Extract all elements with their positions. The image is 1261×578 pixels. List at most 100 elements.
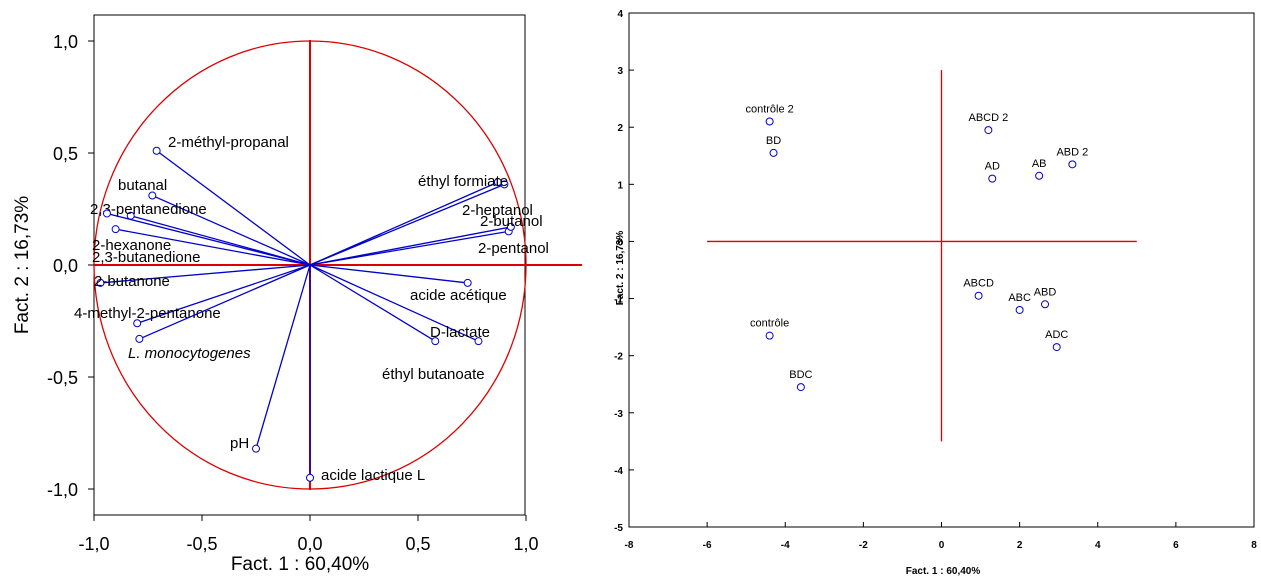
variable-label: D-lactate	[430, 324, 490, 341]
left-x-tick-label: -0,5	[186, 534, 217, 554]
left-x-tick-label: -1,0	[78, 534, 109, 554]
sample-label: ABD 2	[1056, 146, 1088, 158]
right-x-tick-label: -2	[859, 540, 868, 551]
sample-label: contrôle 2	[745, 104, 793, 116]
sample-label: BDC	[789, 369, 812, 381]
sample-label: ADC	[1045, 329, 1068, 341]
variable-label: 2-méthyl-propanal	[168, 134, 289, 151]
variable-point	[493, 178, 502, 187]
variable-point	[306, 473, 314, 482]
variable-label: 4-methyl-2-pentanone	[74, 305, 221, 322]
right-y-tick-label: -4	[614, 466, 623, 477]
right-x-tick-label: 8	[1251, 540, 1257, 551]
right-y-tick-label: 4	[617, 9, 623, 20]
right-y-tick-label: 3	[617, 66, 623, 77]
variable-vector	[309, 181, 499, 266]
variable-vector	[309, 226, 512, 266]
sample-label: contrôle	[750, 318, 789, 330]
right-y-tick-label: -1	[614, 295, 623, 306]
sample-label: ABC	[1008, 292, 1031, 304]
variable-point	[96, 278, 105, 287]
sample-label: ABCD 2	[969, 112, 1009, 124]
right-x-axis-title: Fact. 1 : 60,40%	[906, 566, 981, 577]
sample-point	[1068, 160, 1077, 169]
variable-vector	[106, 212, 311, 266]
left-y-tick-label: -1,0	[47, 480, 78, 500]
variable-label: 2-heptanol	[462, 202, 533, 219]
variable-label: pH	[230, 435, 249, 452]
scores-scatter-chart: Fact. 1 : 60,40% Fact. 2 : 16,73% -8 -6 -4…	[614, 9, 1257, 577]
right-x-tick-label: 2	[1017, 540, 1023, 551]
variable-vector	[152, 194, 311, 266]
sample-point	[796, 383, 805, 392]
variable-label: éthyl butanoate	[382, 366, 485, 383]
right-y-tick-label: 2	[617, 123, 623, 134]
sample-point	[769, 148, 778, 157]
variable-point	[463, 278, 472, 287]
right-y-tick-label: -2	[614, 352, 623, 363]
variable-label: 2-butanone	[94, 273, 170, 290]
variable-label: butanal	[118, 177, 167, 194]
right-x-tick-label: 0	[939, 540, 945, 551]
variable-label: acide lactique L	[321, 467, 425, 484]
variable-vector	[309, 264, 479, 342]
variable-vector	[309, 264, 436, 342]
right-y-tick-label: -3	[614, 409, 623, 420]
right-y-tick-label: 0	[617, 237, 623, 248]
variable-point	[148, 191, 157, 200]
variable-point	[506, 222, 515, 231]
left-y-tick-label: 0,0	[53, 256, 78, 276]
variable-vector	[139, 264, 311, 340]
sample-label: BD	[766, 135, 781, 147]
left-y-axis-title: Fact. 2 : 16,73%	[12, 196, 33, 334]
variable-vector	[100, 264, 311, 284]
sample-label: AB	[1032, 158, 1047, 170]
variable-vector	[309, 264, 468, 284]
variable-point	[474, 337, 483, 346]
variable-point	[252, 444, 260, 453]
right-y-tick-label: -5	[614, 523, 623, 534]
variable-point	[102, 209, 111, 218]
sample-point	[984, 126, 993, 135]
variable-label: L. monocytogenes	[128, 345, 251, 362]
right-y-axis-title: Fact. 2 : 16,73%	[615, 231, 626, 306]
sample-point	[765, 331, 774, 340]
sample-label: ABCD	[963, 278, 994, 290]
variable-label: 2-hexanone	[92, 237, 171, 254]
variable-vector	[115, 228, 311, 266]
sample-point	[1015, 305, 1024, 314]
variable-vector	[136, 264, 311, 324]
left-x-tick-label: 0,5	[405, 534, 430, 554]
sample-point	[988, 174, 997, 183]
left-y-tick-label: 1,0	[53, 32, 78, 52]
right-x-tick-label: 6	[1173, 540, 1179, 551]
right-y-tick-label: 1	[617, 180, 623, 191]
variable-point	[133, 319, 142, 328]
variable-vector	[309, 183, 505, 266]
left-y-tick-label: 0,5	[53, 144, 78, 164]
variable-label: 2-butanol	[480, 213, 543, 230]
variable-vector	[156, 150, 311, 266]
variable-label: éthyl formiate	[418, 173, 508, 190]
variable-point	[135, 334, 144, 343]
variable-vector	[309, 230, 509, 266]
sample-label: AD	[985, 161, 1000, 173]
variable-label: acide acétique	[410, 287, 507, 304]
variable-point	[111, 225, 120, 234]
variable-label: 2,3-pentanedione	[90, 201, 207, 218]
sample-point	[974, 291, 983, 300]
correlation-circle-chart: Fact. 1 : 60,40% Fact. 2 : 16,73% -1,0 -0…	[12, 14, 582, 575]
variable-point	[152, 146, 161, 155]
left-x-tick-label: 0,0	[297, 534, 322, 554]
right-x-tick-label: -8	[625, 540, 634, 551]
left-x-tick-label: 1,0	[513, 534, 538, 554]
sample-point	[765, 117, 774, 126]
variable-label: 2-pentanol	[478, 240, 549, 257]
sample-point	[1041, 300, 1050, 309]
variable-point	[431, 337, 440, 346]
sample-label: ABD	[1034, 286, 1057, 298]
variable-vector	[255, 264, 311, 449]
variable-label: 2,3-butanedione	[92, 249, 200, 266]
left-x-axis-title: Fact. 1 : 60,40%	[231, 554, 369, 575]
left-y-tick-label: -0,5	[47, 368, 78, 388]
